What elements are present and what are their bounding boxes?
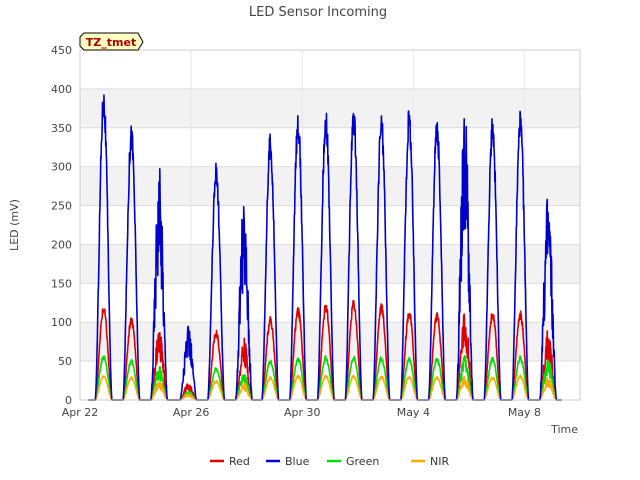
y-tick-label: 200 [51, 238, 72, 251]
y-axis: 0 50 100 150 200 250 300 350 400 450 [51, 44, 72, 407]
badge-shape [79, 32, 144, 51]
site-badge: TZ_tmet [79, 32, 144, 51]
y-tick-label: 450 [51, 44, 72, 57]
legend-label-red: Red [229, 455, 250, 468]
x-tick-label: May 8 [508, 406, 541, 419]
x-tick-label: Apr 30 [284, 406, 321, 419]
y-tick-label: 300 [51, 161, 72, 174]
grid-band [80, 88, 580, 128]
y-tick-label: 50 [58, 355, 72, 368]
x-tick-label: Apr 22 [62, 406, 99, 419]
x-tick-label: Apr 26 [173, 406, 210, 419]
plot-border [79, 49, 581, 401]
y-axis-title: LED (mV) [8, 199, 21, 251]
y-tick-label: 250 [51, 200, 72, 213]
y-tick-label: 150 [51, 277, 72, 290]
plot-area [79, 49, 581, 401]
legend: Red Blue Green NIR [210, 455, 449, 468]
y-tick-label: 400 [51, 83, 72, 96]
grid-band [80, 166, 580, 206]
y-tick-label: 350 [51, 122, 72, 135]
x-tick-label: May 4 [397, 406, 430, 419]
legend-label-nir: NIR [430, 455, 449, 468]
chart-title: LED Sensor Incoming [249, 5, 387, 20]
legend-label-blue: Blue [285, 455, 310, 468]
badge-label: TZ_tmet [86, 36, 136, 49]
y-tick-label: 100 [51, 316, 72, 329]
legend-label-green: Green [346, 455, 379, 468]
y-tick-label: 0 [65, 394, 72, 407]
x-axis: Apr 22 Apr 26 Apr 30 May 4 May 8 [62, 406, 541, 419]
x-axis-title: Time [550, 423, 578, 436]
